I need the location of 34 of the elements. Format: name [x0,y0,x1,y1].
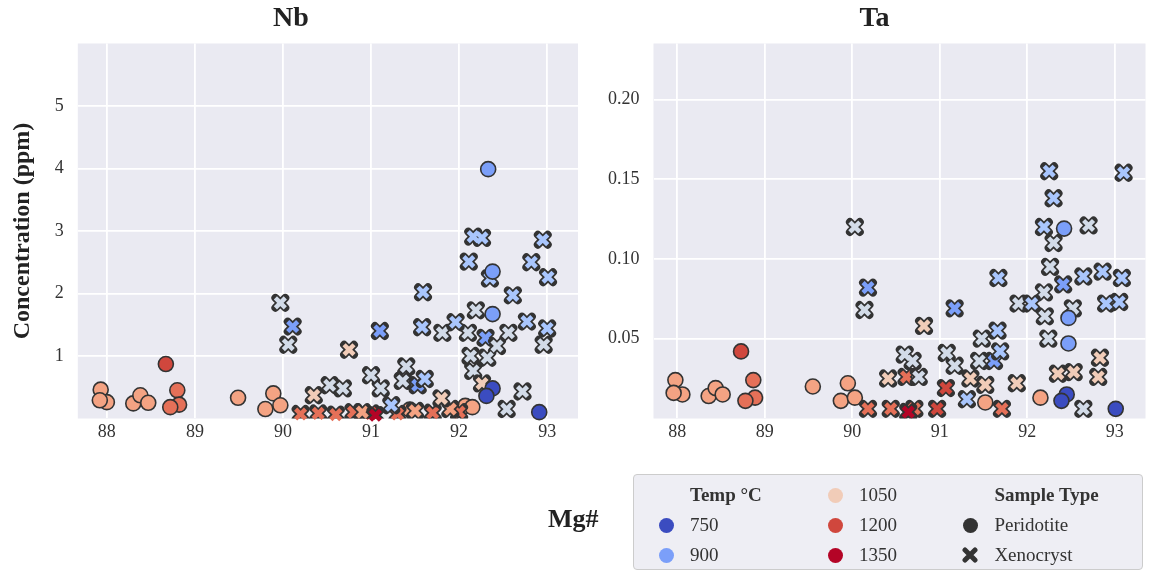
x-tick-label: 90 [843,420,862,441]
legend-label: 1200 [859,514,898,536]
chart-title: Ta [859,1,890,33]
chart-title: Nb [273,1,309,33]
legend-label: 1350 [859,544,898,566]
y-tick-label: 4 [54,157,64,178]
y-tick-label: 0.10 [608,247,640,268]
y-tick-label: 3 [54,219,64,240]
x-tick-label: 93 [538,420,557,441]
x-tick-label: 90 [273,420,292,441]
text: Xenocryst [994,544,1073,566]
legend-title: Temp °C [690,484,762,506]
x-tick-label: 92 [450,420,469,441]
y-tick-label: 0.05 [608,327,640,348]
x-tick-label: 88 [97,420,116,441]
y-tick-label: 5 [54,94,64,115]
x-tick-label: 92 [1018,420,1037,441]
text: Sample Type [994,484,1099,506]
x-tick-label: 89 [185,420,204,441]
x-tick-label: 88 [668,420,687,441]
x-tick-label: 93 [1105,420,1124,441]
legend-label: 900 [690,544,719,566]
x-tick-label: 91 [930,420,949,441]
y-tick-label: 0.15 [608,167,640,188]
text: Peridotite [994,514,1069,536]
y-tick-label: 0.20 [608,88,640,109]
x-tick-label: 91 [362,420,381,441]
x-tick-label: 89 [755,420,774,441]
legend-label: 1050 [859,484,898,506]
y-axis-title: Concentration (ppm) [7,122,34,340]
legend-label: 750 [690,514,719,536]
y-tick-label: 2 [54,282,64,303]
y-tick-label: 1 [54,344,64,365]
x-axis-title: Mg# [548,504,599,534]
